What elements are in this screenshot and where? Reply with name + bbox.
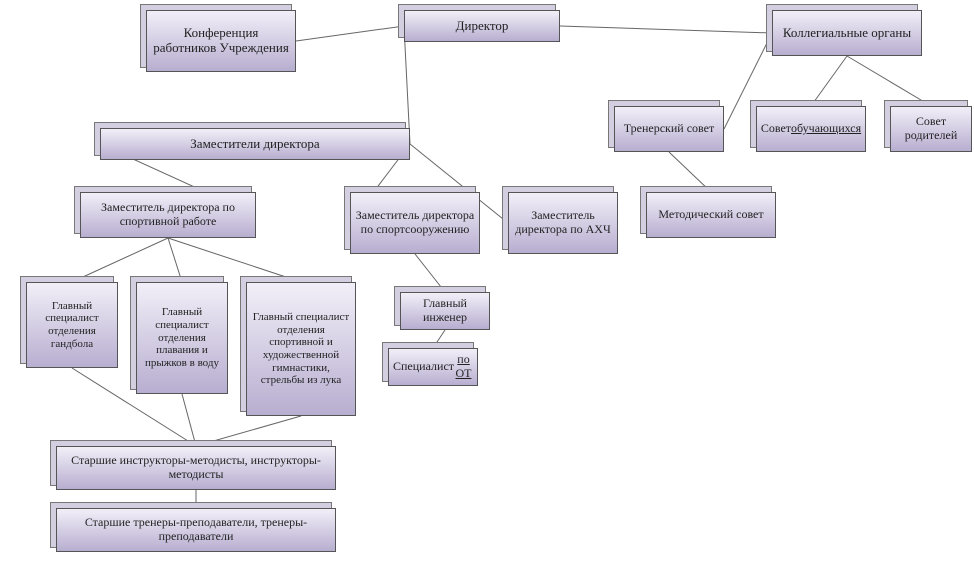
node-zam_sport: Заместитель директора по спортивной рабо…: [74, 186, 256, 238]
node-label: Методический совет: [646, 192, 776, 238]
node-label: Главный инженер: [400, 292, 490, 330]
node-zam_soor: Заместитель директора по спортсооружению: [344, 186, 480, 254]
node-label: Коллегиальные органы: [772, 10, 922, 56]
org-chart: Конференция работников Учреждения Директо…: [0, 0, 974, 567]
node-label: Специалист по ОТ: [388, 348, 478, 386]
node-label: Заместитель директора по АХЧ: [508, 192, 618, 254]
node-label: Заместитель директора по спортсооружению: [350, 192, 480, 254]
node-koll: Коллегиальные органы: [766, 4, 922, 56]
node-dir: Директор: [398, 4, 560, 42]
node-label: Директор: [404, 10, 560, 42]
node-label: Старшие инструкторы-методисты, инструкто…: [56, 446, 336, 490]
node-sov_ob: Совет обучающихся: [750, 100, 866, 152]
node-gs1: Главный специалист отделения гандбола: [20, 276, 118, 368]
node-conf: Конференция работников Учреждения: [140, 4, 296, 72]
node-label: Совет обучающихся: [756, 106, 866, 152]
node-label: Главный специалист отделения гандбола: [26, 282, 118, 368]
node-label: Тренерский совет: [614, 106, 724, 152]
node-tren: Тренерский совет: [608, 100, 724, 152]
node-ot: Специалист по ОТ: [382, 342, 478, 386]
node-gs2: Главный специалист отделения плавания и …: [130, 276, 228, 394]
node-zam: Заместители директора: [94, 122, 410, 160]
node-label: Заместитель директора по спортивной рабо…: [80, 192, 256, 238]
node-inst: Старшие инструкторы-методисты, инструкто…: [50, 440, 336, 490]
node-gs3: Главный специалист отделения спортивной …: [240, 276, 356, 416]
node-label: Главный специалист отделения плавания и …: [136, 282, 228, 394]
node-label: Старшие тренеры-преподаватели, тренеры-п…: [56, 508, 336, 552]
node-ing: Главный инженер: [394, 286, 490, 330]
node-zam_ahch: Заместитель директора по АХЧ: [502, 186, 618, 254]
node-label: Совет родителей: [890, 106, 972, 152]
node-label: Главный специалист отделения спортивной …: [246, 282, 356, 416]
node-label: Конференция работников Учреждения: [146, 10, 296, 72]
node-sov_rod: Совет родителей: [884, 100, 972, 152]
node-label: Заместители директора: [100, 128, 410, 160]
node-coach: Старшие тренеры-преподаватели, тренеры-п…: [50, 502, 336, 552]
node-metod: Методический совет: [640, 186, 776, 238]
